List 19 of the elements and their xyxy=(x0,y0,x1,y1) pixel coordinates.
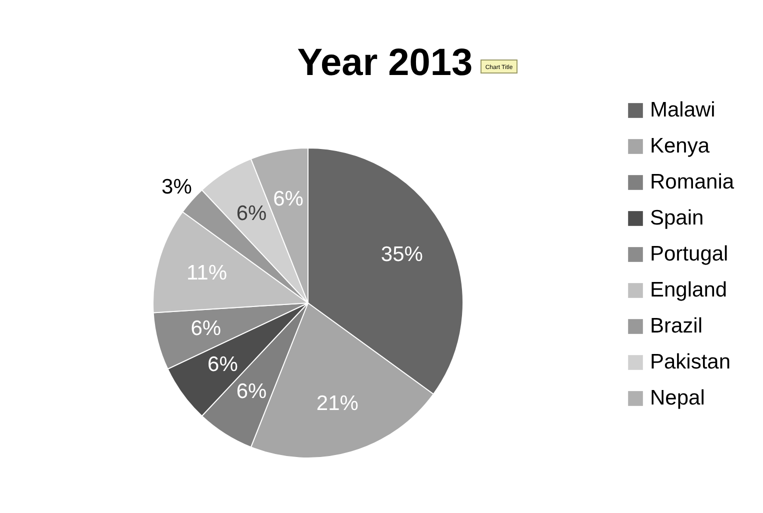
data-label: 6% xyxy=(236,380,267,403)
data-label: 6% xyxy=(208,352,238,376)
chart-title: Year 2013 xyxy=(297,42,473,84)
legend-label: Brazil xyxy=(650,314,703,338)
legend-label: England xyxy=(650,278,728,302)
legend-label: Malawi xyxy=(650,98,716,122)
data-label: 6% xyxy=(273,187,304,210)
data-label: 6% xyxy=(236,202,267,226)
legend-label: Romania xyxy=(650,170,734,194)
legend-label: Nepal xyxy=(650,386,705,410)
data-label: 35% xyxy=(380,243,423,266)
data-label: 6% xyxy=(190,317,222,340)
legend-label: Portugal xyxy=(650,242,728,266)
data-label: 3% xyxy=(162,175,192,198)
legend-label: Spain xyxy=(650,206,704,230)
data-label: 11% xyxy=(186,262,228,285)
legend-label: Pakistan xyxy=(650,350,731,374)
legend-label: Kenya xyxy=(650,134,710,158)
data-label: 21% xyxy=(316,392,358,416)
